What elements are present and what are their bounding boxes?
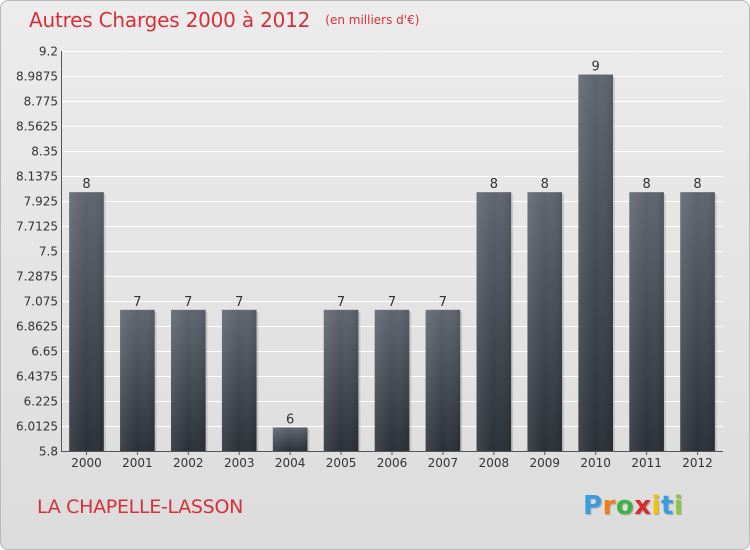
axes <box>61 51 723 455</box>
y-tick-label: 6.65 <box>31 345 58 359</box>
data-label: 8 <box>541 177 549 192</box>
y-tick-label: 9.2 <box>39 45 58 59</box>
x-tick-label: 2004 <box>275 456 306 470</box>
data-label: 8 <box>693 177 701 192</box>
data-label: 7 <box>337 295 345 310</box>
y-tick-label: 7.5 <box>39 245 58 259</box>
bar-highlight <box>221 309 257 451</box>
x-tick-label: 2007 <box>428 456 459 470</box>
data-label: 7 <box>235 295 243 310</box>
data-label: 8 <box>82 177 90 192</box>
proxiti-logo[interactable]: Proxiti <box>583 491 684 521</box>
y-tick-label: 6.4375 <box>16 370 58 384</box>
x-tick-label: 2005 <box>326 456 357 470</box>
x-tick-label: 2012 <box>682 456 713 470</box>
data-label: 9 <box>592 60 600 75</box>
x-tick-label: 2000 <box>71 456 102 470</box>
bars <box>69 74 717 452</box>
x-tick-label: 2003 <box>224 456 255 470</box>
x-tick-label: 2008 <box>479 456 510 470</box>
bar-highlight <box>629 192 664 452</box>
data-label: 8 <box>642 177 650 192</box>
bar-highlight <box>527 192 563 452</box>
x-tick-label: 2011 <box>631 456 662 470</box>
y-tick-label: 8.775 <box>24 95 58 109</box>
x-tick-label: 2006 <box>377 456 408 470</box>
x-tick-label: 2010 <box>580 456 611 470</box>
y-tick-label: 6.0125 <box>16 420 58 434</box>
y-tick-label: 7.7125 <box>16 220 58 234</box>
bar-highlight <box>680 192 715 452</box>
y-tick-label: 8.35 <box>31 145 58 159</box>
bar-highlight <box>69 192 104 452</box>
bar-highlight <box>170 309 206 451</box>
y-tick-label: 8.1375 <box>16 170 58 184</box>
y-tick-label: 6.225 <box>24 395 58 409</box>
unit-text: (en milliers d'€) <box>325 13 420 27</box>
x-tick-label: 2001 <box>122 456 153 470</box>
y-tick-label: 7.2875 <box>16 270 58 284</box>
y-tick-label: 6.8625 <box>16 320 58 334</box>
x-tick-label: 2009 <box>529 456 560 470</box>
bar-highlight <box>425 309 461 451</box>
labels: 9.2 8.9875 8.775 8.5625 8.35 8.1375 7.925 7.712… <box>16 45 713 471</box>
commune-name: LA CHAPELLE-LASSON <box>37 496 244 518</box>
bar-highlight <box>272 427 308 451</box>
bar-highlight <box>374 309 410 451</box>
y-tick-label: 7.075 <box>24 295 58 309</box>
x-tick-label: 2002 <box>173 456 204 470</box>
y-tick-label: 8.5625 <box>16 120 58 134</box>
bar-highlight <box>578 74 614 451</box>
bar-highlight <box>120 309 155 451</box>
data-label: 7 <box>439 295 447 310</box>
data-label: 8 <box>490 177 498 192</box>
data-label: 7 <box>184 295 192 310</box>
data-label: 7 <box>133 295 141 310</box>
data-label: 7 <box>388 295 396 310</box>
y-tick-label: 7.925 <box>24 195 58 209</box>
bar-highlight <box>323 309 359 451</box>
y-tick-label: 5.8 <box>39 445 58 459</box>
data-label: 6 <box>286 412 294 427</box>
title-text: Autres Charges 2000 à 2012 <box>29 8 311 32</box>
chart-title: Autres Charges 2000 à 2012 (en milliers … <box>29 8 419 32</box>
y-tick-label: 8.9875 <box>16 70 58 84</box>
bar-highlight <box>476 192 512 452</box>
